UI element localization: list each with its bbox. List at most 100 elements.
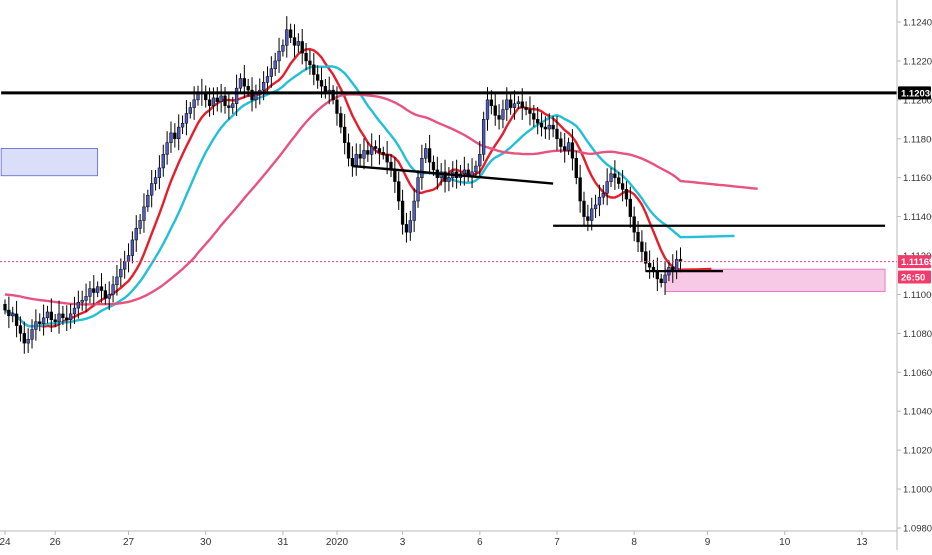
candle[interactable]	[65, 305, 69, 332]
candle[interactable]	[532, 105, 536, 127]
candle[interactable]	[146, 189, 150, 212]
candle[interactable]	[404, 212, 409, 243]
zone-box-1[interactable]	[664, 268, 886, 292]
candle[interactable]	[157, 155, 162, 190]
candle[interactable]	[231, 96, 235, 114]
drawings[interactable]	[0, 91, 897, 273]
candle[interactable]	[427, 134, 432, 175]
candle[interactable]	[497, 104, 501, 130]
candle[interactable]	[169, 121, 173, 153]
candle[interactable]	[285, 16, 289, 58]
candle[interactable]	[659, 273, 663, 288]
candle[interactable]	[80, 290, 84, 311]
candle[interactable]	[312, 53, 316, 86]
candle[interactable]	[620, 170, 625, 202]
candle[interactable]	[38, 313, 42, 332]
candle[interactable]	[300, 29, 304, 65]
candle[interactable]	[481, 111, 486, 162]
candle[interactable]	[173, 123, 177, 148]
candle[interactable]	[288, 23, 293, 44]
candle[interactable]	[92, 275, 96, 305]
candle[interactable]	[11, 306, 15, 323]
candle[interactable]	[412, 188, 416, 233]
candle[interactable]	[177, 114, 181, 151]
candle[interactable]	[493, 94, 497, 126]
candle[interactable]	[528, 96, 532, 126]
candle[interactable]	[219, 83, 223, 113]
candle[interactable]	[130, 231, 135, 264]
candle[interactable]	[559, 131, 563, 153]
candle[interactable]	[443, 159, 447, 193]
candle[interactable]	[99, 273, 104, 303]
candle[interactable]	[111, 275, 115, 303]
zones[interactable]	[0, 148, 886, 292]
candle[interactable]	[462, 156, 466, 186]
candle[interactable]	[107, 281, 111, 311]
candle[interactable]	[370, 133, 374, 167]
candle[interactable]	[578, 164, 582, 213]
candle[interactable]	[14, 300, 19, 338]
candle[interactable]	[53, 313, 57, 327]
candle[interactable]	[292, 24, 297, 58]
candle[interactable]	[115, 264, 119, 296]
candle[interactable]	[632, 206, 636, 242]
candle[interactable]	[339, 106, 343, 134]
candle[interactable]	[188, 102, 192, 119]
candle[interactable]	[34, 309, 38, 341]
candle[interactable]	[582, 191, 586, 225]
candle[interactable]	[501, 99, 505, 129]
candle[interactable]	[366, 141, 370, 162]
candle[interactable]	[273, 52, 277, 77]
candle[interactable]	[547, 113, 551, 140]
candle[interactable]	[516, 96, 521, 109]
candle[interactable]	[647, 250, 652, 279]
candle[interactable]	[381, 146, 385, 160]
candle[interactable]	[373, 140, 378, 155]
candle[interactable]	[609, 167, 613, 188]
candle[interactable]	[26, 328, 30, 354]
candle[interactable]	[153, 170, 158, 191]
candle[interactable]	[234, 74, 239, 116]
candle[interactable]	[304, 42, 308, 71]
candle[interactable]	[358, 143, 362, 168]
candle[interactable]	[165, 131, 169, 165]
candle[interactable]	[68, 303, 73, 329]
candle[interactable]	[474, 160, 478, 177]
candle[interactable]	[238, 73, 243, 93]
candle[interactable]	[138, 213, 142, 235]
candle[interactable]	[184, 100, 189, 136]
candle[interactable]	[509, 91, 513, 115]
trendline-0[interactable]	[352, 164, 554, 185]
candle[interactable]	[593, 194, 598, 218]
candle[interactable]	[485, 87, 490, 131]
candle[interactable]	[424, 143, 428, 164]
candle[interactable]	[72, 296, 77, 325]
candle[interactable]	[566, 137, 571, 155]
candle[interactable]	[524, 101, 528, 116]
candle[interactable]	[563, 132, 567, 163]
candle[interactable]	[555, 116, 559, 151]
candle[interactable]	[296, 33, 301, 53]
candle[interactable]	[574, 151, 578, 185]
candle[interactable]	[308, 49, 312, 75]
candle[interactable]	[57, 300, 61, 334]
candle[interactable]	[95, 281, 100, 298]
candle[interactable]	[180, 115, 185, 135]
candle[interactable]	[597, 184, 602, 217]
candle[interactable]	[362, 138, 366, 170]
candle[interactable]	[346, 133, 351, 167]
candle[interactable]	[22, 321, 26, 354]
zone-box-0[interactable]	[0, 148, 99, 177]
candle[interactable]	[543, 116, 548, 139]
candle[interactable]	[150, 170, 154, 208]
candle[interactable]	[84, 283, 88, 312]
candle[interactable]	[61, 305, 65, 326]
candle[interactable]	[269, 56, 273, 88]
candle[interactable]	[7, 296, 11, 329]
candle[interactable]	[30, 319, 34, 349]
candle[interactable]	[161, 144, 165, 177]
candle[interactable]	[420, 144, 424, 190]
candle[interactable]	[408, 210, 412, 241]
candle[interactable]	[277, 37, 281, 73]
